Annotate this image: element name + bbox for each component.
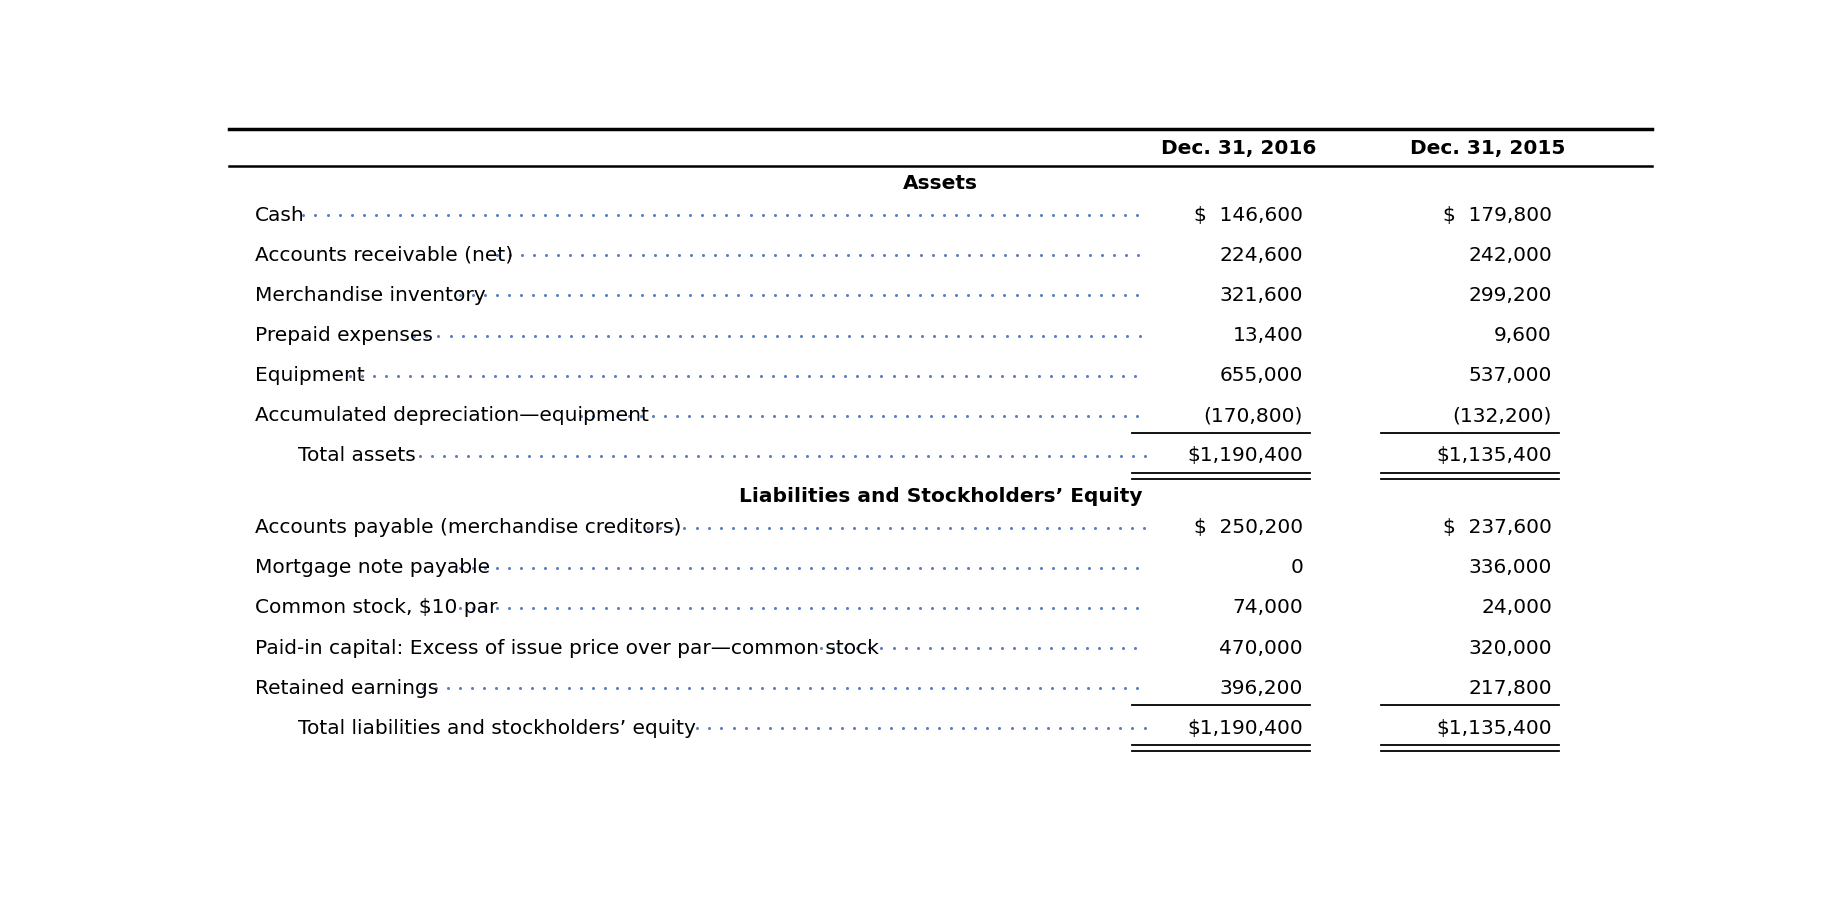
Text: $1,135,400: $1,135,400 xyxy=(1437,446,1552,465)
Text: $  250,200: $ 250,200 xyxy=(1195,518,1303,537)
Text: Assets: Assets xyxy=(903,174,978,193)
Text: $  237,600: $ 237,600 xyxy=(1442,518,1552,537)
Text: 320,000: 320,000 xyxy=(1468,639,1552,657)
Text: Dec. 31, 2015: Dec. 31, 2015 xyxy=(1411,139,1565,158)
Text: 74,000: 74,000 xyxy=(1233,599,1303,618)
Text: 224,600: 224,600 xyxy=(1220,246,1303,265)
Text: 321,600: 321,600 xyxy=(1220,286,1303,305)
Text: 13,400: 13,400 xyxy=(1233,326,1303,345)
Text: Accounts receivable (net): Accounts receivable (net) xyxy=(255,246,514,265)
Text: (132,200): (132,200) xyxy=(1453,407,1552,425)
Text: Retained earnings: Retained earnings xyxy=(255,679,439,697)
Text: Paid-in capital: Excess of issue price over par—common stock: Paid-in capital: Excess of issue price o… xyxy=(255,639,879,657)
Text: 0: 0 xyxy=(1290,558,1303,578)
Text: Accumulated depreciation—equipment: Accumulated depreciation—equipment xyxy=(255,407,650,425)
Text: $1,190,400: $1,190,400 xyxy=(1187,718,1303,738)
Text: $1,135,400: $1,135,400 xyxy=(1437,718,1552,738)
Text: Mortgage note payable: Mortgage note payable xyxy=(255,558,490,578)
Text: 299,200: 299,200 xyxy=(1468,286,1552,305)
Text: (170,800): (170,800) xyxy=(1204,407,1303,425)
Text: 9,600: 9,600 xyxy=(1494,326,1552,345)
Text: 396,200: 396,200 xyxy=(1220,679,1303,697)
Text: Liabilities and Stockholders’ Equity: Liabilities and Stockholders’ Equity xyxy=(740,486,1141,505)
Text: Accounts payable (merchandise creditors): Accounts payable (merchandise creditors) xyxy=(255,518,681,537)
Text: Common stock, $10 par: Common stock, $10 par xyxy=(255,599,497,618)
Text: Total liabilities and stockholders’ equity: Total liabilities and stockholders’ equi… xyxy=(297,718,695,738)
Text: Prepaid expenses: Prepaid expenses xyxy=(255,326,433,345)
Text: 470,000: 470,000 xyxy=(1220,639,1303,657)
Text: Equipment: Equipment xyxy=(255,367,365,385)
Text: Dec. 31, 2016: Dec. 31, 2016 xyxy=(1162,139,1318,158)
Text: Total assets: Total assets xyxy=(297,446,415,465)
Text: $  179,800: $ 179,800 xyxy=(1442,206,1552,225)
Text: 242,000: 242,000 xyxy=(1468,246,1552,265)
Text: 537,000: 537,000 xyxy=(1468,367,1552,385)
Text: 217,800: 217,800 xyxy=(1468,679,1552,697)
Text: $1,190,400: $1,190,400 xyxy=(1187,446,1303,465)
Text: $  146,600: $ 146,600 xyxy=(1195,206,1303,225)
Text: Cash: Cash xyxy=(255,206,305,225)
Text: 24,000: 24,000 xyxy=(1481,599,1552,618)
Text: 336,000: 336,000 xyxy=(1468,558,1552,578)
Text: Merchandise inventory: Merchandise inventory xyxy=(255,286,486,305)
Text: 655,000: 655,000 xyxy=(1220,367,1303,385)
